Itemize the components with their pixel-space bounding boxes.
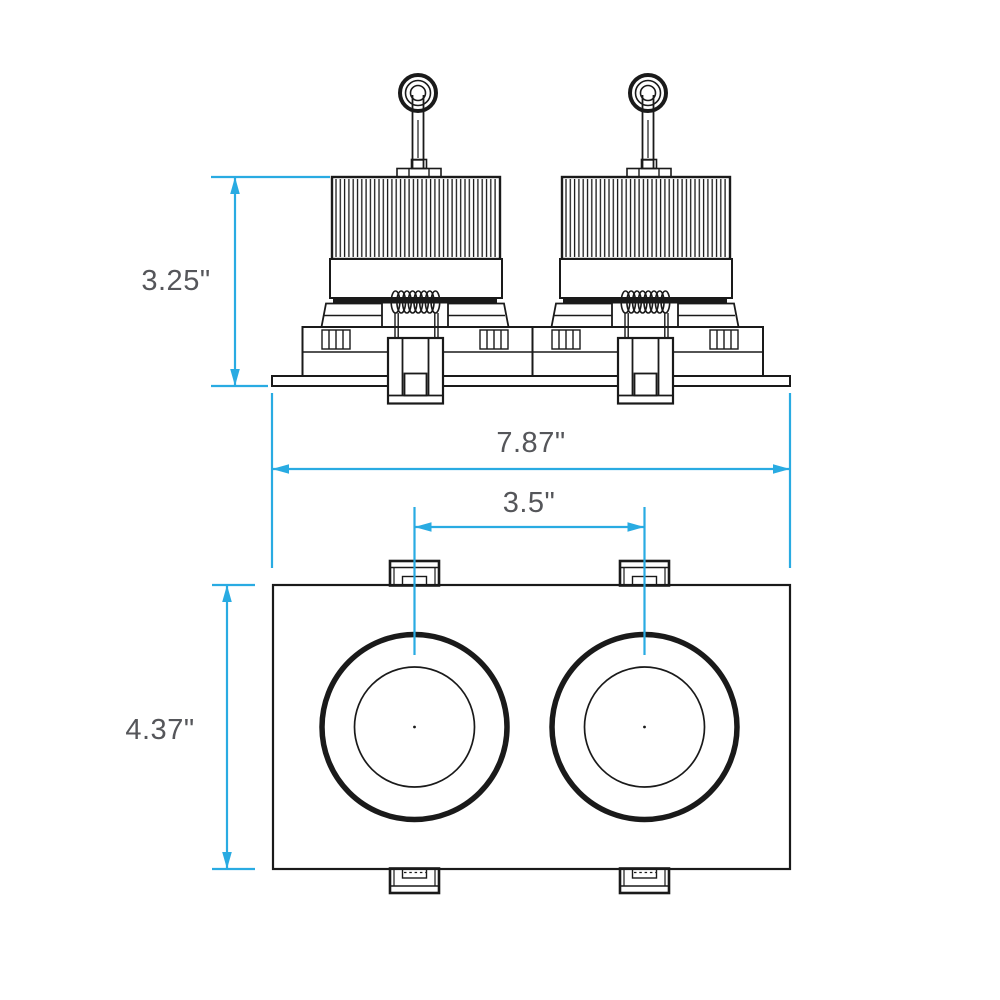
arrowhead-right-icon — [773, 464, 790, 474]
label-housing-depth: 4.37" — [125, 714, 194, 746]
label-overall-width: 7.87" — [496, 427, 565, 459]
lens-center-dot — [413, 725, 416, 729]
lens-circle — [353, 666, 476, 788]
dimension-annotations — [211, 175, 792, 871]
suspension-ring-icon — [398, 73, 438, 113]
arrowhead-left-icon — [414, 522, 432, 532]
dimension-fixture-height — [211, 175, 330, 388]
arrowhead-down-icon — [230, 369, 240, 386]
dimension-labels: 3.25" 7.87" 3.5" 4.37" — [125, 265, 565, 746]
dimension-housing-depth — [212, 583, 255, 871]
downlight-module-side — [301, 73, 534, 405]
trim-top-band — [333, 297, 497, 304]
mounting-bracket — [386, 336, 445, 405]
arrowhead-up-icon — [222, 585, 232, 602]
label-fixture-height: 3.25" — [141, 265, 210, 297]
fixture-linework — [271, 73, 792, 895]
spring-clip — [390, 290, 441, 314]
mounting-flange — [271, 375, 791, 387]
arrowhead-up-icon — [230, 177, 240, 194]
arrowhead-down-icon — [222, 852, 232, 869]
stem-base-bracket — [396, 158, 442, 178]
arrowhead-right-icon — [627, 522, 645, 532]
arrowhead-left-icon — [272, 464, 289, 474]
dimension-overall-width — [270, 393, 792, 568]
plan-view-body — [271, 583, 792, 871]
heatsink — [330, 175, 502, 261]
label-center-spacing: 3.5" — [503, 487, 556, 519]
clamp-fins — [321, 329, 509, 350]
mounting-tab-bottom — [388, 867, 441, 895]
spring-rods — [394, 313, 439, 338]
dimension-center-spacing — [413, 507, 646, 655]
